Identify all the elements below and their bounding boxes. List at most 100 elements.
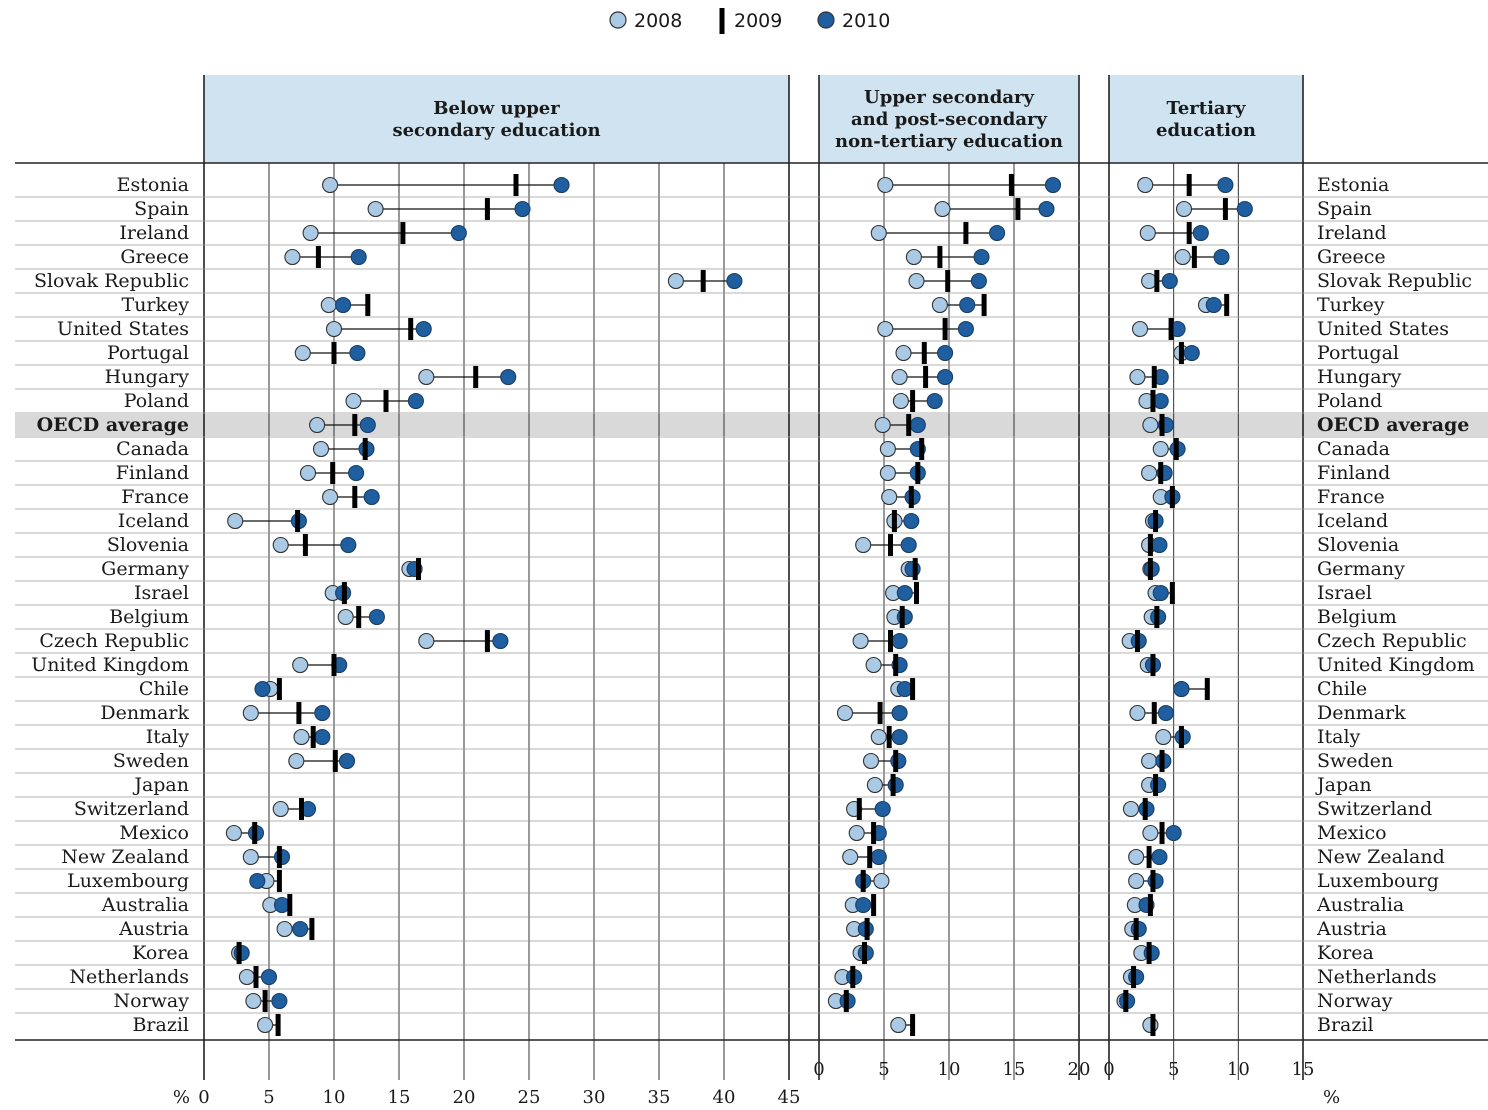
tick-label: 15 <box>1292 1059 1315 1080</box>
marker-2009 <box>899 606 905 628</box>
marker-2009 <box>1169 582 1175 604</box>
point-2008 <box>891 368 908 386</box>
marker-2009 <box>1159 414 1165 436</box>
tick-label: 10 <box>938 1059 961 1080</box>
point-2008 <box>931 296 948 314</box>
point-2010 <box>349 344 366 362</box>
point-2008 <box>1175 200 1193 218</box>
marker-2009 <box>890 774 896 796</box>
point-2008 <box>895 344 912 362</box>
point-2008 <box>892 392 909 410</box>
panel-header-2 <box>1109 75 1303 163</box>
point-2010 <box>855 896 872 914</box>
legend: 2008 2009 2010 <box>609 8 890 34</box>
point-2010 <box>973 248 990 266</box>
country-label-left: Luxembourg <box>67 870 189 892</box>
point-2010 <box>891 728 908 746</box>
point-2008 <box>848 824 865 842</box>
point-2010 <box>970 272 987 290</box>
country-label-left: Ireland <box>119 222 189 244</box>
point-2008 <box>1128 872 1145 890</box>
marker-2009 <box>302 534 308 556</box>
country-label-left: Israel <box>134 582 189 604</box>
country-label-left: Denmark <box>100 702 189 724</box>
country-label-left: Brazil <box>132 1014 189 1036</box>
tick-label: 40 <box>713 1087 736 1108</box>
marker-2009 <box>937 246 943 268</box>
marker-2009 <box>1123 990 1129 1012</box>
point-2008 <box>309 416 326 434</box>
tick-label: 10 <box>1227 1059 1250 1080</box>
country-label-left: Switzerland <box>74 798 189 820</box>
point-2010 <box>1192 224 1209 242</box>
country-label-right: Austria <box>1316 918 1387 940</box>
unit-label-right: % <box>1323 1087 1340 1108</box>
marker-2009 <box>910 390 916 412</box>
country-label-left: Slovenia <box>107 534 189 556</box>
point-2008 <box>1139 224 1156 242</box>
country-label-right: Finland <box>1317 462 1390 484</box>
point-2008 <box>877 176 894 194</box>
point-2008 <box>322 176 339 194</box>
marker-2009 <box>871 822 877 844</box>
marker-2009 <box>332 750 338 772</box>
country-label-left: Greece <box>120 246 189 268</box>
marker-2009 <box>1153 510 1159 532</box>
marker-2009 <box>915 462 921 484</box>
point-2008 <box>272 800 289 818</box>
point-2010 <box>1205 296 1222 314</box>
point-2008 <box>225 824 242 842</box>
point-2008 <box>870 728 887 746</box>
legend-label-2009: 2009 <box>734 10 782 32</box>
marker-2009 <box>400 222 406 244</box>
country-label-right: OECD average <box>1317 414 1469 436</box>
point-2008 <box>1122 800 1140 818</box>
marker-2009 <box>921 342 927 364</box>
unit-label-left: % <box>173 1087 190 1108</box>
marker-2009 <box>1169 486 1175 508</box>
point-2008 <box>1152 440 1169 458</box>
country-label-left: Norway <box>114 990 190 1012</box>
point-2008 <box>908 272 925 290</box>
country-label-right: Denmark <box>1317 702 1406 724</box>
panel-header-1 <box>819 75 1079 163</box>
country-label-right: Netherlands <box>1317 966 1437 988</box>
country-label-left: New Zealand <box>61 846 189 868</box>
country-label-left: Netherlands <box>69 966 189 988</box>
point-2008 <box>345 392 362 410</box>
point-2010 <box>874 800 891 818</box>
point-2010 <box>340 536 357 554</box>
point-2010 <box>407 392 424 410</box>
country-label-right: Belgium <box>1317 606 1397 628</box>
legend-label-2008: 2008 <box>634 10 682 32</box>
point-2008 <box>1174 248 1191 266</box>
point-2010 <box>1183 344 1200 362</box>
point-2008 <box>320 296 337 314</box>
country-label-left: Spain <box>134 198 189 220</box>
marker-2009 <box>700 270 706 292</box>
point-2008 <box>881 488 898 506</box>
point-2010 <box>890 752 907 770</box>
point-2008 <box>257 1016 274 1034</box>
point-2008 <box>1129 704 1146 722</box>
point-2010 <box>1151 536 1168 554</box>
marker-2009 <box>484 630 490 652</box>
point-2008 <box>1142 824 1159 842</box>
point-2008 <box>1142 416 1159 434</box>
panel-title-line: education <box>1156 120 1256 141</box>
marker-2009 <box>1153 774 1159 796</box>
point-2010 <box>1143 944 1160 962</box>
tick-label: 0 <box>813 1059 824 1080</box>
point-2008 <box>842 848 859 866</box>
point-2008 <box>276 920 293 938</box>
marker-2009 <box>893 654 899 676</box>
country-label-right: Canada <box>1317 438 1390 460</box>
panel-title-line: Upper secondary <box>864 87 1034 108</box>
legend-label-2010: 2010 <box>842 10 890 32</box>
marker-2009 <box>352 414 358 436</box>
panel-title-line: secondary education <box>392 120 600 141</box>
point-2010 <box>260 968 278 986</box>
marker-2009 <box>1147 534 1153 556</box>
marker-2009 <box>1134 630 1140 652</box>
point-2010 <box>900 536 917 554</box>
